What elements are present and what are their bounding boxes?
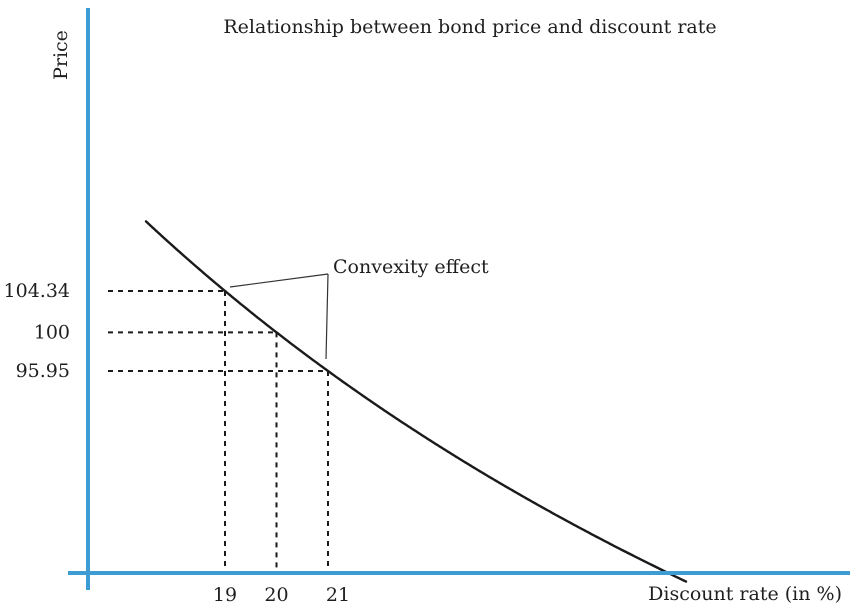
- x-tick-label: 21: [326, 584, 350, 606]
- convexity-pointer-line: [229, 273, 329, 288]
- chart-title: Relationship between bond price and disc…: [223, 16, 716, 38]
- x-axis-label: Discount rate (in %): [648, 583, 842, 605]
- x-tick-label: 20: [264, 584, 288, 606]
- y-axis-label: Price: [50, 30, 72, 80]
- guide-lines: [108, 290, 329, 569]
- convexity-annotation: Convexity effect: [229, 256, 489, 360]
- price-curve-line: [144, 220, 688, 583]
- y-tick-label: 100: [34, 321, 70, 343]
- y-tick-label: 95.95: [16, 360, 70, 382]
- convexity-effect-label: Convexity effect: [333, 256, 489, 278]
- convexity-pointer-line: [325, 273, 329, 360]
- y-tick-label: 104.34: [4, 280, 70, 302]
- x-tick-label: 19: [213, 584, 237, 606]
- tick-labels: 104.34 19 100 20 95.95 21: [4, 280, 351, 606]
